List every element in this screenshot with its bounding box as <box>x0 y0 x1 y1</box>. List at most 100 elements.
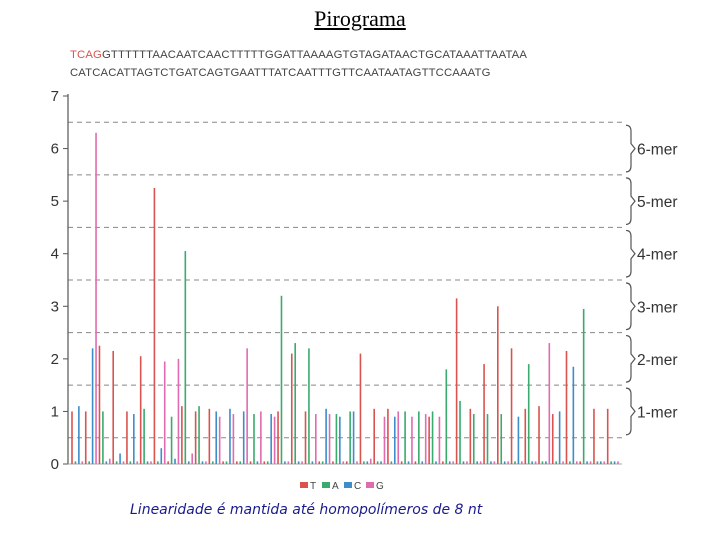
flow-bar <box>411 416 413 464</box>
flow-bar <box>263 461 266 464</box>
flow-bar <box>387 408 389 464</box>
bracket <box>625 229 636 278</box>
flow-bar <box>352 411 355 464</box>
legend-label: A <box>332 481 339 492</box>
caption: Linearidade é mantida até homopolímeros … <box>130 502 483 518</box>
flow-bar <box>191 453 193 464</box>
flow-bar <box>181 406 183 464</box>
bracket-label: 3-mer <box>637 299 677 316</box>
flow-bar <box>177 358 180 464</box>
flow-bar <box>541 461 544 464</box>
flow-bar <box>122 461 125 464</box>
y-tick-label: 2 <box>51 351 59 368</box>
flow-bar <box>390 461 393 464</box>
flow-bar <box>311 461 314 464</box>
flow-bar <box>459 400 461 464</box>
flow-bar <box>88 461 90 464</box>
flow-bar <box>572 366 575 464</box>
flow-bar <box>246 348 248 464</box>
flow-bar <box>170 416 173 464</box>
flow-bar <box>445 369 448 464</box>
flow-bar <box>376 461 379 464</box>
flow-bar <box>194 411 197 464</box>
flow-bar <box>308 348 310 464</box>
flow-bar <box>280 295 283 464</box>
flow-bar <box>290 353 293 464</box>
flow-bar <box>448 461 451 464</box>
flow-bar <box>270 414 272 464</box>
flow-bar <box>534 461 537 464</box>
flow-bar <box>462 461 465 464</box>
bracket <box>625 387 636 436</box>
flow-bar <box>493 461 496 464</box>
flow-bar <box>380 461 382 464</box>
flow-bar <box>335 414 338 464</box>
flow-bar <box>521 461 523 464</box>
bracket <box>625 124 636 173</box>
legend-swatch <box>322 482 330 488</box>
flow-bar <box>78 406 80 464</box>
flow-bar <box>500 414 503 464</box>
y-tick-label: 1 <box>51 403 59 420</box>
flow-bar <box>297 461 300 464</box>
flow-bar <box>610 461 612 464</box>
bracket-label: 4-mer <box>637 247 677 264</box>
legend-swatch <box>300 482 308 488</box>
flow-bar <box>201 461 204 464</box>
homopolymer-brackets: 1-mer 2-mer 3-mer 4-mer 5-mer 6-mer <box>625 124 677 436</box>
flow-bar <box>586 461 588 464</box>
flow-bar <box>393 416 396 464</box>
flow-bar <box>551 414 554 464</box>
flow-bar <box>91 348 94 464</box>
flow-bar <box>126 411 128 464</box>
flow-bar <box>428 416 430 464</box>
bracket-label: 6-mer <box>637 142 677 159</box>
flow-bar <box>301 461 303 464</box>
flow-bar <box>466 461 468 464</box>
flow-bar <box>81 461 84 464</box>
bracket-label: 5-mer <box>637 194 677 211</box>
flow-bar <box>115 461 118 464</box>
flow-bar <box>133 414 135 464</box>
flow-bar <box>476 461 479 464</box>
flow-bar <box>507 461 509 464</box>
flow-bar <box>139 356 142 464</box>
flow-bar <box>249 461 252 464</box>
flow-bar <box>575 461 578 464</box>
flow-bar <box>242 411 245 464</box>
flow-bar <box>455 298 458 464</box>
flow-bar <box>545 461 547 464</box>
flow-bar <box>490 461 492 464</box>
y-tick-label: 7 <box>51 88 59 105</box>
grid-lines <box>68 121 622 439</box>
flow-bar <box>318 461 321 464</box>
flow-bar <box>239 461 242 464</box>
flow-bar <box>452 461 454 464</box>
legend-label: T <box>310 481 316 492</box>
flow-bar <box>256 461 259 464</box>
flow-bar <box>163 361 166 464</box>
flow-bar <box>435 461 437 464</box>
flow-bar <box>108 458 111 464</box>
flow-bar <box>218 416 221 464</box>
y-tick-label: 6 <box>51 141 59 158</box>
flow-bar <box>603 461 606 464</box>
flow-bar <box>397 411 400 464</box>
flow-bar <box>517 416 520 464</box>
flow-bar <box>339 416 341 464</box>
flow-bar <box>414 461 417 464</box>
legend-label: C <box>354 481 361 492</box>
flow-bar <box>184 251 187 464</box>
flow-bar <box>266 461 269 464</box>
flow-bar <box>531 461 533 464</box>
flow-bar <box>315 414 317 464</box>
flow-bar <box>565 350 568 464</box>
key-sequence-prefix: TCAG <box>70 49 102 61</box>
flow-bar <box>225 461 228 464</box>
flow-bar <box>150 461 152 464</box>
flow-bar <box>400 461 403 464</box>
flow-bar <box>229 408 231 464</box>
flow-bar <box>84 411 87 464</box>
flow-bar <box>606 408 609 464</box>
